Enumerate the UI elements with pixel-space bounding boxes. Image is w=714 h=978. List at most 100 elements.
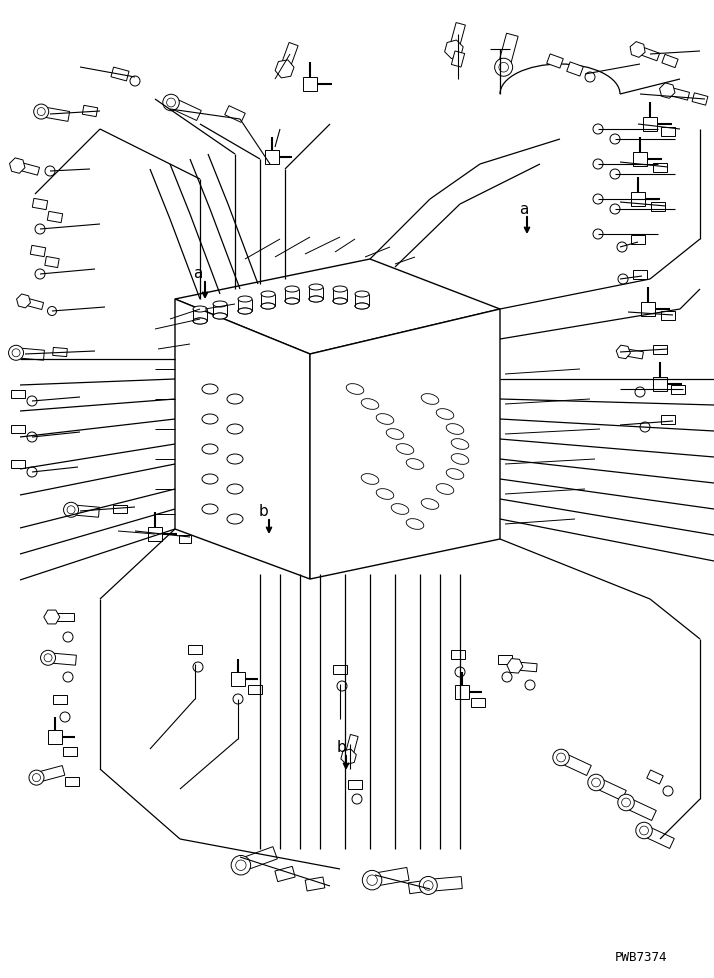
Ellipse shape	[355, 291, 369, 297]
Ellipse shape	[202, 415, 218, 424]
Ellipse shape	[202, 505, 218, 514]
Circle shape	[34, 105, 49, 120]
Circle shape	[499, 64, 508, 73]
Ellipse shape	[446, 424, 464, 435]
Ellipse shape	[227, 455, 243, 465]
Polygon shape	[238, 847, 277, 871]
Polygon shape	[660, 84, 675, 99]
Text: a: a	[193, 266, 202, 282]
Circle shape	[233, 694, 243, 704]
Ellipse shape	[309, 296, 323, 302]
Polygon shape	[248, 685, 262, 693]
Circle shape	[48, 307, 56, 316]
Polygon shape	[16, 294, 31, 309]
Polygon shape	[53, 694, 67, 704]
Circle shape	[593, 195, 603, 204]
Circle shape	[362, 870, 382, 890]
Polygon shape	[451, 649, 465, 659]
Circle shape	[502, 672, 512, 683]
Circle shape	[32, 774, 41, 781]
Circle shape	[35, 270, 45, 280]
Circle shape	[130, 77, 140, 87]
Polygon shape	[231, 673, 245, 687]
Circle shape	[9, 346, 24, 361]
Ellipse shape	[202, 474, 218, 484]
Circle shape	[45, 167, 55, 177]
Polygon shape	[9, 158, 25, 174]
Polygon shape	[23, 298, 44, 310]
Ellipse shape	[261, 304, 275, 310]
Polygon shape	[498, 34, 518, 69]
Circle shape	[610, 204, 620, 215]
Polygon shape	[63, 747, 77, 756]
Polygon shape	[449, 23, 466, 52]
Polygon shape	[640, 302, 655, 317]
Circle shape	[553, 749, 569, 766]
Polygon shape	[47, 212, 63, 223]
Circle shape	[557, 753, 565, 762]
Polygon shape	[341, 749, 356, 765]
Circle shape	[63, 672, 73, 683]
Ellipse shape	[451, 454, 469, 465]
Polygon shape	[11, 425, 25, 433]
Ellipse shape	[238, 309, 252, 315]
Ellipse shape	[227, 484, 243, 495]
Circle shape	[525, 681, 535, 690]
Polygon shape	[82, 107, 98, 117]
Polygon shape	[148, 527, 162, 542]
Polygon shape	[515, 662, 537, 672]
Ellipse shape	[261, 291, 275, 297]
Polygon shape	[428, 876, 462, 892]
Ellipse shape	[213, 301, 227, 308]
Polygon shape	[111, 68, 129, 82]
Ellipse shape	[238, 296, 252, 302]
Circle shape	[64, 503, 79, 517]
Circle shape	[37, 109, 45, 116]
Ellipse shape	[193, 319, 207, 325]
Ellipse shape	[361, 474, 379, 485]
Polygon shape	[179, 535, 191, 544]
Polygon shape	[16, 348, 44, 361]
Polygon shape	[567, 63, 583, 77]
Circle shape	[27, 397, 37, 407]
Polygon shape	[348, 779, 362, 788]
Ellipse shape	[227, 514, 243, 524]
Circle shape	[236, 860, 246, 870]
Circle shape	[29, 771, 44, 785]
Ellipse shape	[406, 459, 424, 469]
Polygon shape	[48, 653, 76, 665]
Polygon shape	[445, 41, 463, 60]
Polygon shape	[653, 345, 667, 354]
Circle shape	[367, 875, 377, 885]
Polygon shape	[41, 108, 70, 122]
Circle shape	[41, 650, 56, 666]
Polygon shape	[305, 877, 325, 891]
Ellipse shape	[333, 287, 347, 292]
Polygon shape	[631, 236, 645, 244]
Polygon shape	[633, 270, 647, 279]
Circle shape	[163, 95, 179, 111]
Circle shape	[67, 507, 75, 514]
Circle shape	[352, 794, 362, 804]
Circle shape	[635, 822, 653, 839]
Ellipse shape	[309, 285, 323, 290]
Circle shape	[593, 159, 603, 170]
Circle shape	[495, 59, 513, 77]
Circle shape	[337, 682, 347, 691]
Polygon shape	[661, 311, 675, 320]
Ellipse shape	[396, 444, 414, 455]
Polygon shape	[53, 348, 67, 357]
Ellipse shape	[193, 319, 207, 325]
Circle shape	[44, 654, 52, 662]
Ellipse shape	[361, 399, 379, 410]
Polygon shape	[71, 506, 99, 517]
Ellipse shape	[421, 394, 439, 405]
Text: PWB7374: PWB7374	[615, 951, 668, 963]
Polygon shape	[630, 43, 645, 59]
Ellipse shape	[376, 415, 394, 424]
Ellipse shape	[386, 429, 404, 440]
Polygon shape	[345, 734, 358, 758]
Ellipse shape	[333, 298, 347, 305]
Polygon shape	[333, 665, 347, 674]
Ellipse shape	[285, 298, 299, 305]
